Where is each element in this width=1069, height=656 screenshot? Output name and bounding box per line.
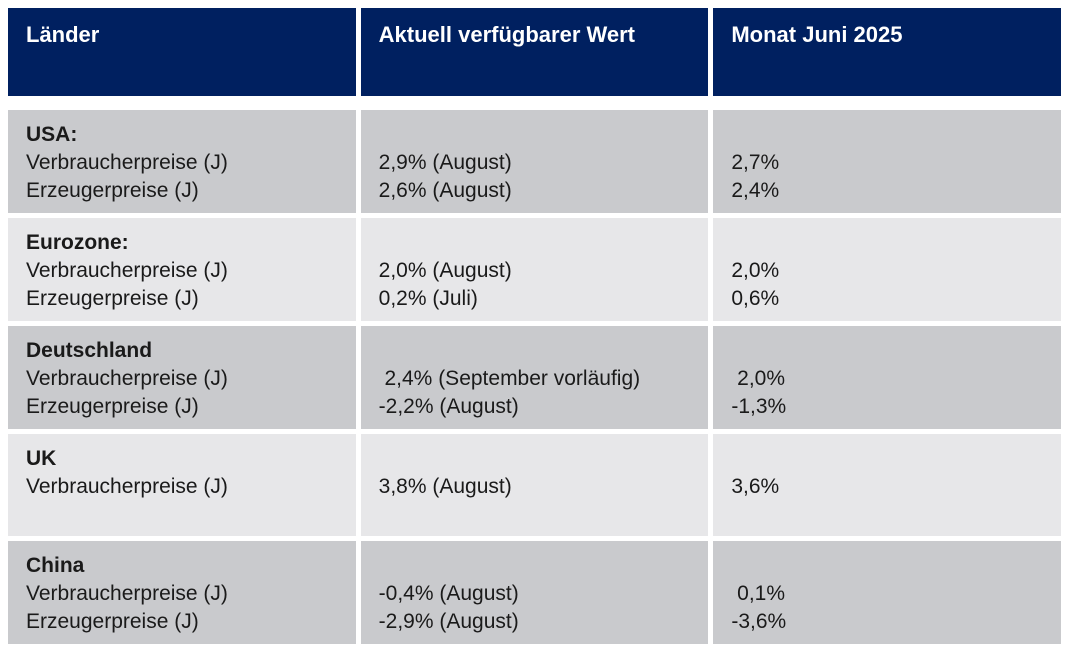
metric-label: Erzeugerpreise (J) <box>26 179 199 202</box>
june-value-cell: 2,0% 0,6% <box>713 218 1061 321</box>
table-row-deutschland: Deutschland Verbraucherpreise (J) Erzeug… <box>8 326 1061 429</box>
country-cell: UK Verbraucherpreise (J) <box>8 434 356 536</box>
column-header-aktueller-wert: Aktuell verfügbarer Wert <box>360 8 709 96</box>
metric-label: Verbraucherpreise (J) <box>26 151 228 174</box>
table-row-china: China Verbraucherpreise (J) Erzeugerprei… <box>8 541 1061 644</box>
metric-label: Erzeugerpreise (J) <box>26 395 199 418</box>
column-header-monat-juni: Monat Juni 2025 <box>713 8 1061 96</box>
metric-label: Erzeugerpreise (J) <box>26 287 199 310</box>
current-value: 2,0% (August) <box>378 259 512 282</box>
country-name: Eurozone: <box>26 231 129 254</box>
current-value: -0,4% (August) <box>378 582 519 605</box>
current-value-cell: 2,0% (August) 0,2% (Juli) <box>360 218 709 321</box>
june-value: -1,3% <box>731 395 787 418</box>
inflation-table: Länder Aktuell verfügbarer Wert Monat Ju… <box>8 8 1061 644</box>
current-value: -2,9% (August) <box>378 610 519 633</box>
june-value-cell: 0,1% -3,6% <box>713 541 1061 644</box>
metric-label: Verbraucherpreise (J) <box>26 475 228 498</box>
current-value: 2,9% (August) <box>378 151 512 174</box>
june-value: 0,6% <box>731 287 780 310</box>
june-value: 2,4% <box>731 179 780 202</box>
june-value-cell: 2,7% 2,4% <box>713 110 1061 213</box>
country-name: UK <box>26 447 57 470</box>
metric-label: Verbraucherpreise (J) <box>26 259 228 282</box>
value-block: -0,4% (August) -2,9% (August) <box>379 552 691 636</box>
country-name: Deutschland <box>26 339 153 362</box>
june-value: -3,6% <box>731 610 787 633</box>
june-value-cell: 2,0% -1,3% <box>713 326 1061 429</box>
june-value: 2,0% <box>731 367 786 390</box>
june-value-cell: 3,6% <box>713 434 1061 536</box>
value-block: 2,7% 2,4% <box>731 121 1043 205</box>
current-value: 3,8% (August) <box>378 475 512 498</box>
june-value: 2,0% <box>731 259 780 282</box>
table-row-eurozone: Eurozone: Verbraucherpreise (J) Erzeuger… <box>8 218 1061 321</box>
table-header-row: Länder Aktuell verfügbarer Wert Monat Ju… <box>8 8 1061 96</box>
june-value: 3,6% <box>731 475 780 498</box>
value-block: 2,0% (August) 0,2% (Juli) <box>379 229 691 313</box>
current-value: -2,2% (August) <box>378 395 519 418</box>
value-block: 0,1% -3,6% <box>731 552 1043 636</box>
value-block: 2,4% (September vorläufig) -2,2% (August… <box>379 337 691 421</box>
current-value-cell: 2,4% (September vorläufig) -2,2% (August… <box>360 326 709 429</box>
country-cell: Eurozone: Verbraucherpreise (J) Erzeuger… <box>8 218 356 321</box>
country-name: USA: <box>26 123 78 146</box>
current-value: 2,4% (September vorläufig) <box>378 367 641 390</box>
june-value: 2,7% <box>731 151 780 174</box>
metric-label: Erzeugerpreise (J) <box>26 610 199 633</box>
column-header-laender: Länder <box>8 8 356 96</box>
june-value: 0,1% <box>731 582 786 605</box>
table-row-uk: UK Verbraucherpreise (J) 3,8% (August) 3… <box>8 434 1061 536</box>
metric-label: Verbraucherpreise (J) <box>26 582 228 605</box>
value-block: 2,9% (August) 2,6% (August) <box>379 121 691 205</box>
current-value-cell: -0,4% (August) -2,9% (August) <box>360 541 709 644</box>
value-block: 3,6% <box>731 445 1043 501</box>
value-block: 3,8% (August) <box>379 445 691 501</box>
value-block: 2,0% -1,3% <box>731 337 1043 421</box>
current-value: 2,6% (August) <box>378 179 512 202</box>
country-cell: Deutschland Verbraucherpreise (J) Erzeug… <box>8 326 356 429</box>
table-row-usa: USA: Verbraucherpreise (J) Erzeugerpreis… <box>8 110 1061 213</box>
current-value-cell: 3,8% (August) <box>360 434 709 536</box>
country-cell: China Verbraucherpreise (J) Erzeugerprei… <box>8 541 356 644</box>
value-block: 2,0% 0,6% <box>731 229 1043 313</box>
metric-label: Verbraucherpreise (J) <box>26 367 228 390</box>
country-cell: USA: Verbraucherpreise (J) Erzeugerpreis… <box>8 110 356 213</box>
country-name: China <box>26 554 85 577</box>
current-value-cell: 2,9% (August) 2,6% (August) <box>360 110 709 213</box>
current-value: 0,2% (Juli) <box>378 287 478 310</box>
